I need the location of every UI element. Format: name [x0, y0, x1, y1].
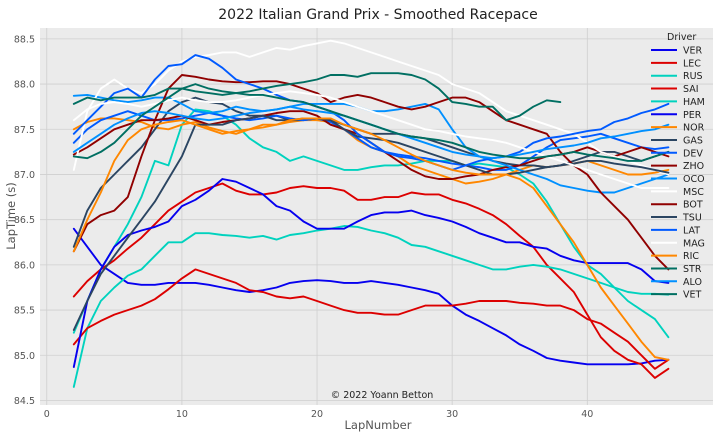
y-tick-label: 88.0: [14, 80, 35, 91]
y-tick-label: 86.0: [14, 260, 35, 271]
legend-label-lec: LEC: [683, 58, 701, 69]
series-lines: [72, 39, 670, 388]
plot-area: [40, 28, 713, 405]
series-line-vet: [72, 83, 670, 162]
series-line-str: [72, 72, 562, 122]
legend-label-nor: NOR: [683, 123, 705, 134]
series-line-ham: [72, 108, 670, 339]
legend-label-oco: OCO: [683, 174, 705, 185]
legend-label-dev: DEV: [683, 148, 703, 159]
legend-label-rus: RUS: [683, 71, 703, 82]
legend-label-zho: ZHO: [683, 161, 704, 172]
y-tick-label: 84.5: [14, 396, 35, 407]
legend-label-gas: GAS: [683, 135, 703, 146]
legend-label-per: PER: [683, 110, 702, 121]
y-axis-label: LapTime (s): [4, 182, 18, 250]
legend-label-sai: SAI: [683, 84, 699, 95]
legend-label-ric: RIC: [683, 251, 699, 262]
legend-label-lat: LAT: [683, 225, 700, 236]
x-tick-label: 30: [446, 409, 458, 420]
x-tick-label: 0: [44, 409, 50, 420]
y-tick-label: 88.5: [14, 34, 35, 45]
y-tick-labels: 84.5 85.0 85.5 86.0 86.5 87.0 87.5 88.0 88.5: [14, 34, 35, 407]
legend-label-vet: VET: [683, 290, 702, 301]
copyright-annotation: © 2022 Yoann Betton: [331, 390, 434, 401]
y-tick-label: 87.0: [14, 170, 35, 181]
y-tick-label: 87.5: [14, 125, 35, 136]
legend-label-tsu: TSU: [682, 213, 702, 224]
series-line-lec: [72, 182, 670, 379]
y-tick-label: 85.5: [14, 306, 35, 317]
series-line-ric: [72, 117, 670, 361]
series-line-rus: [72, 225, 670, 388]
legend-label-str: STR: [683, 264, 702, 275]
series-line-lat: [72, 54, 670, 171]
y-tick-label: 85.0: [14, 351, 35, 362]
x-tick-label: 20: [311, 409, 323, 420]
x-axis-label: LapNumber: [345, 418, 412, 432]
legend-label-ham: HAM: [683, 97, 705, 108]
legend-label-alo: ALO: [683, 277, 702, 288]
series-line-dev: [72, 110, 670, 171]
series-line-mag: [72, 90, 670, 189]
legend-label-msc: MSC: [683, 187, 704, 198]
chart-title: 2022 Italian Grand Prix - Smoothed Racep…: [218, 7, 537, 23]
x-tick-label: 10: [176, 409, 188, 420]
legend-label-bot: BOT: [683, 200, 703, 211]
legend-label-mag: MAG: [683, 238, 705, 249]
x-tick-label: 40: [581, 409, 593, 420]
series-line-bot: [72, 74, 670, 271]
series-line-msc: [72, 39, 670, 176]
legend-label-ver: VER: [683, 46, 703, 57]
series-line-per: [72, 178, 670, 368]
series-line-ver: [72, 227, 670, 366]
series-line-sai: [72, 268, 670, 370]
y-tick-label: 86.5: [14, 215, 35, 226]
legend-title: Driver: [667, 32, 696, 43]
x-tick-labels: 0 10 20 30 40: [44, 409, 594, 420]
